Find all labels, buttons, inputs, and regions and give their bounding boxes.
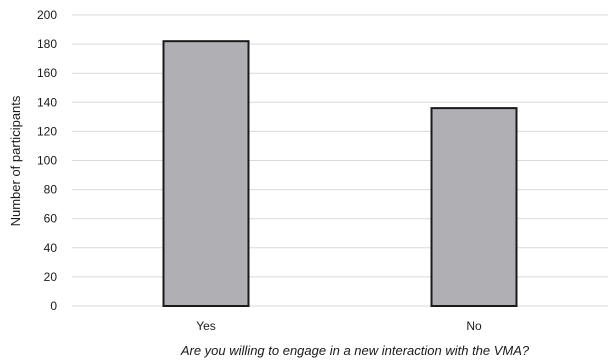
y-tick-label: 160 xyxy=(37,66,57,80)
y-tick-label: 0 xyxy=(50,299,57,313)
y-tick-label: 40 xyxy=(44,241,58,255)
bar-no xyxy=(430,107,518,308)
x-tick-label: No xyxy=(466,319,482,333)
y-tick-label: 80 xyxy=(44,183,58,197)
y-axis-label: Number of participants xyxy=(8,95,23,226)
y-tick-label: 100 xyxy=(37,154,57,168)
x-tick-label: Yes xyxy=(196,319,216,333)
bars xyxy=(162,40,518,308)
y-tick-label: 60 xyxy=(44,212,58,226)
y-tick-label: 180 xyxy=(37,37,57,51)
y-tick-label: 200 xyxy=(37,8,57,22)
y-tick-label: 20 xyxy=(44,270,58,284)
x-axis-ticks: Yes No xyxy=(196,319,482,333)
x-axis-label: Are you willing to engage in a new inter… xyxy=(180,343,530,358)
y-tick-label: 120 xyxy=(37,124,57,138)
y-axis-ticks: 0 20 40 60 80 100 120 140 160 180 200 xyxy=(37,8,57,313)
gridlines xyxy=(72,14,608,307)
y-tick-label: 140 xyxy=(37,95,57,109)
bar-yes xyxy=(162,40,250,307)
